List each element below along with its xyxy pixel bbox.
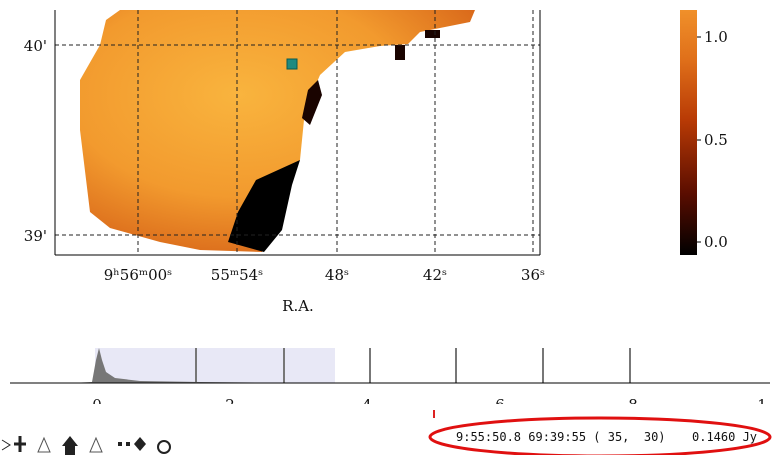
x-tick-label: 8 [628, 396, 638, 414]
colorbar-tick-label: 0.5 [704, 131, 728, 149]
tool-icon[interactable] [2, 440, 10, 450]
colorbar-scale [680, 10, 697, 255]
y-tick-label: 39' [24, 227, 47, 245]
x-tick-label: 2 [225, 396, 235, 414]
x-tick-label: 42ˢ [423, 266, 447, 284]
x-tick-label: 6 [495, 396, 505, 414]
status-coordinates: 9:55:50.8 69:39:55 ( 35, 30) [456, 430, 666, 444]
tool-icon[interactable] [118, 442, 130, 446]
x-tick-label: 9ʰ56ᵐ00ˢ [104, 266, 172, 284]
x-tick-label: 36ˢ [521, 266, 545, 284]
histogram: 0 2 4 6 8 1 [10, 348, 770, 414]
colorbar-tick-label: 0.0 [704, 233, 728, 251]
colorbar: 1.0 0.5 0.0 [680, 10, 728, 255]
x-tick-label: 48ˢ [325, 266, 349, 284]
x-tick-label: 0 [92, 396, 102, 414]
tool-icon[interactable] [134, 437, 146, 451]
tool-icon[interactable] [62, 436, 78, 455]
x-tick-label: 4 [362, 396, 372, 414]
dark-region [395, 45, 405, 60]
selection-range[interactable] [95, 348, 335, 383]
y-tick-label: 40' [24, 37, 47, 55]
x-tick-label: 55ᵐ54ˢ [211, 266, 263, 284]
tool-icon[interactable] [14, 436, 26, 452]
tool-icon[interactable] [38, 438, 50, 452]
toolbar [2, 436, 170, 455]
image: 40' 39' 9ʰ56ᵐ00ˢ 55ᵐ54ˢ 48ˢ 42ˢ 36ˢ R.A. [24, 10, 545, 315]
marker [287, 59, 297, 69]
status-bar: 9:55:50.8 69:39:55 ( 35, 30) 0.1460 Jy [430, 418, 770, 455]
x-axis-label: R.A. [282, 297, 314, 315]
tool-icon[interactable] [158, 441, 170, 453]
status-value: 0.1460 Jy [692, 430, 757, 444]
tool-icon[interactable] [90, 438, 102, 452]
colorbar-tick-label: 1.0 [704, 28, 728, 46]
viewer: 40' 39' 9ʰ56ᵐ00ˢ 55ᵐ54ˢ 48ˢ 42ˢ 36ˢ R.A.… [0, 0, 781, 455]
x-tick-label: 1 [757, 396, 767, 414]
dark-region [425, 30, 440, 38]
